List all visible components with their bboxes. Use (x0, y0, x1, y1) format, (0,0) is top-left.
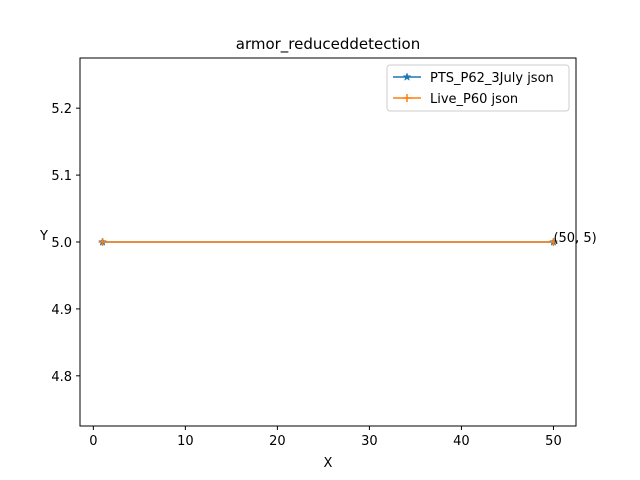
y-tick-label: 4.9 (51, 303, 72, 318)
point-annotation: (50, 5) (553, 231, 596, 246)
legend-entry: PTS_P62_3July json (393, 71, 554, 86)
data-point (549, 238, 558, 246)
x-tick-label: 20 (269, 434, 286, 449)
annotations: (50, 5) (553, 231, 596, 246)
legend: PTS_P62_3July json Live_P60 json (386, 64, 570, 112)
x-axis-label: X (324, 456, 333, 471)
series-layer (98, 237, 558, 246)
legend-label: Live_P60 json (430, 92, 518, 107)
chart-title: armor_reduceddetection (236, 35, 420, 54)
y-tick-label: 5.1 (51, 169, 72, 184)
y-axis: 4.8 4.9 5.0 5.1 5.2 (51, 102, 80, 385)
legend-frame (386, 64, 570, 112)
y-tick-label: 4.8 (51, 370, 72, 385)
x-tick-label: 10 (177, 434, 194, 449)
data-point (98, 238, 107, 246)
legend-entry: Live_P60 json (393, 92, 518, 107)
x-tick-label: 50 (545, 434, 562, 449)
series-2 (98, 238, 558, 246)
legend-marker (403, 94, 411, 102)
x-tick-label: 30 (361, 434, 378, 449)
legend-label: PTS_P62_3July json (430, 71, 554, 86)
legend-marker (402, 72, 412, 81)
x-tick-label: 0 (89, 434, 97, 449)
y-tick-label: 5.0 (51, 236, 72, 251)
x-tick-label: 40 (453, 434, 470, 449)
y-axis-label: Y (39, 229, 48, 244)
x-axis: 0 10 20 30 40 50 (89, 426, 562, 449)
y-tick-label: 5.2 (51, 102, 72, 117)
